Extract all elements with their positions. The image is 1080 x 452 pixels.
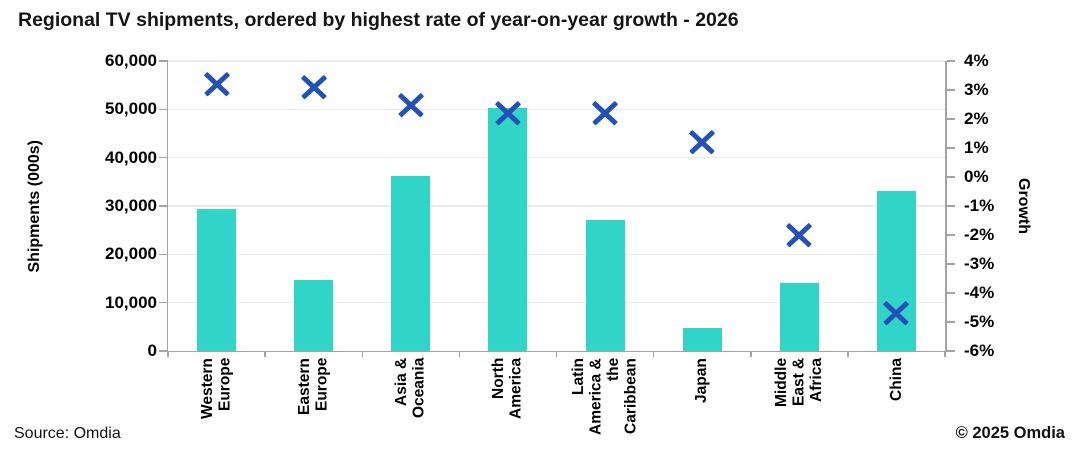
growth-x-marker (592, 100, 618, 126)
growth-x-marker (786, 222, 813, 248)
y-axis-tick (159, 253, 168, 256)
gridline (168, 301, 945, 304)
right-axis-tick (946, 321, 955, 323)
x-axis-boundary-tick (458, 351, 461, 357)
right-axis-tick-label: 0% (964, 167, 989, 186)
right-axis-tick (946, 234, 955, 236)
right-axis-tick-label: 1% (964, 138, 989, 157)
category-label: North America (459, 358, 556, 450)
y-axis-tick (159, 205, 168, 207)
x-axis-boundary-tick (555, 351, 558, 357)
x-axis-boundary-tick (264, 351, 266, 357)
right-axis-tick-label: -3% (964, 254, 995, 273)
growth-x-marker (883, 301, 910, 326)
growth-x-marker (495, 100, 521, 126)
category-label: Eastern Europe (265, 358, 362, 450)
shipments-bar (585, 219, 625, 351)
gridline (168, 156, 945, 159)
right-axis-title: Growth (1008, 61, 1038, 351)
x-axis-boundary-tick (652, 351, 655, 357)
copyright-label: © 2025 Omdia (955, 424, 1065, 442)
gridline (168, 205, 945, 207)
growth-x-marker (397, 92, 424, 117)
y-axis-tick (159, 60, 168, 62)
y-axis-tick (159, 156, 168, 159)
y-axis-tick-label: 0 (147, 341, 157, 360)
y-axis-tick-label: 10,000 (105, 292, 157, 312)
category-label: Western Europe (168, 358, 265, 450)
right-axis-tick-label: 4% (964, 51, 989, 70)
category-label: Japan (654, 358, 751, 450)
right-axis-tick-label: -5% (964, 312, 995, 331)
category-label-text: Latin America & the Caribbean (570, 358, 640, 435)
y-axis-tick-label: 50,000 (105, 99, 157, 119)
y-axis-tick-label: 30,000 (105, 196, 157, 215)
y-axis-tick-label: 60,000 (105, 51, 157, 70)
y-axis-tick (159, 108, 168, 111)
category-label: Middle East & Africa (751, 358, 848, 450)
right-axis-tick-label: -4% (964, 283, 995, 302)
right-axis-title-text: Growth (1015, 178, 1032, 234)
right-axis-line (945, 61, 947, 351)
right-axis-tick-label: -2% (964, 225, 995, 244)
category-label-text: North America (490, 358, 525, 420)
right-axis-tick (946, 60, 955, 62)
shipments-bar (682, 327, 722, 351)
right-axis-tick-label: 2% (964, 109, 989, 128)
x-axis-boundary-tick (167, 351, 169, 357)
category-label: Latin America & the Caribbean (557, 358, 654, 450)
right-axis-tick (946, 89, 955, 91)
category-label-text: Japan (693, 358, 711, 403)
right-axis-tick-label: -6% (964, 341, 995, 360)
right-axis-tick (946, 263, 955, 265)
right-axis-tick (946, 205, 955, 207)
right-axis-tick (946, 176, 955, 178)
shipments-bar (488, 107, 528, 351)
right-axis-tick (946, 118, 955, 120)
category-label-text: Western Europe (199, 358, 234, 419)
gridline (168, 108, 945, 111)
shipments-bar (294, 279, 334, 351)
growth-x-marker (689, 129, 716, 155)
growth-x-marker (203, 71, 230, 97)
x-axis-boundary-tick (750, 351, 752, 357)
right-axis-tick (946, 147, 955, 149)
right-axis-tick-label: -1% (964, 196, 995, 215)
source-label: Source: Omdia (14, 425, 121, 442)
chart-title: Regional TV shipments, ordered by highes… (18, 9, 739, 31)
right-axis-tick (946, 350, 955, 352)
right-axis-tick (946, 292, 955, 294)
category-label-text: Eastern Europe (296, 358, 331, 415)
y-axis-tick-label: 20,000 (105, 244, 157, 264)
y-axis-tick (159, 301, 168, 304)
shipments-bar (876, 190, 916, 351)
x-axis-boundary-tick (847, 351, 849, 357)
x-axis-boundary-tick (944, 351, 946, 357)
category-label-text: China (887, 358, 905, 402)
category-label-text: Asia & Oceania (393, 358, 428, 419)
x-axis-boundary-tick (361, 351, 363, 357)
category-label: China (848, 358, 945, 450)
gridline (168, 60, 945, 62)
shipments-bar (391, 175, 431, 351)
shipments-bar (197, 209, 237, 351)
shipments-bar (779, 282, 819, 351)
category-label: Asia & Oceania (362, 358, 459, 450)
y-axis-tick (159, 350, 168, 352)
gridline (168, 253, 945, 256)
y-axis-tick-label: 40,000 (105, 147, 157, 167)
category-label-text: Middle East & Africa (773, 358, 826, 408)
growth-x-marker (300, 74, 327, 100)
right-axis-tick-label: 3% (964, 80, 989, 99)
